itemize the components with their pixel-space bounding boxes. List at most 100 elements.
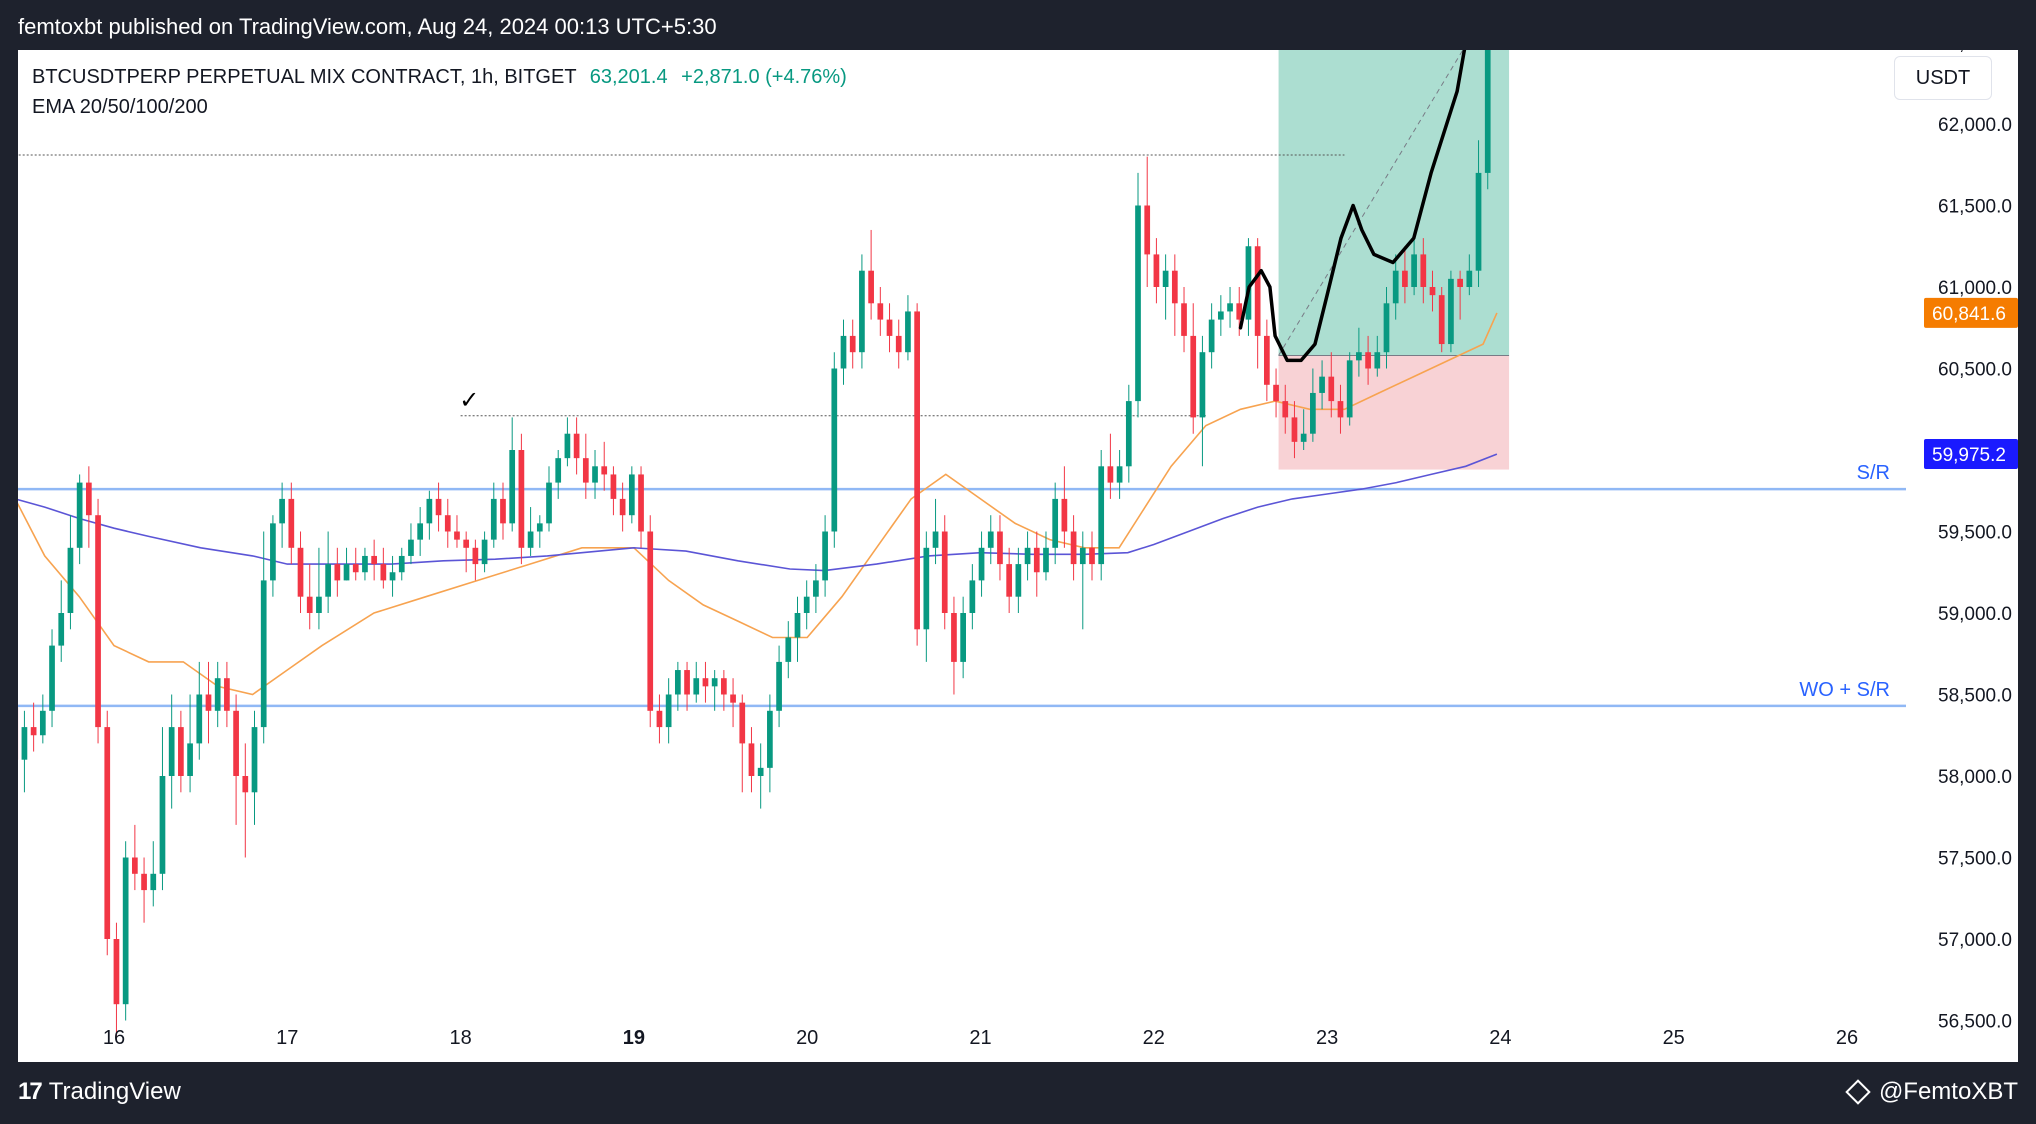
candle-body[interactable] [509,450,516,524]
candle-body[interactable] [251,727,258,793]
candle-body[interactable] [1043,547,1049,573]
candle-body[interactable] [702,678,709,687]
candle-body[interactable] [398,555,405,573]
candle-body[interactable] [1448,278,1454,345]
candle-body[interactable] [242,776,249,793]
candle-body[interactable] [1319,376,1325,393]
candle-body[interactable] [527,531,534,548]
candle-body[interactable] [1024,547,1031,565]
candle-body[interactable] [233,710,239,776]
candle-body[interactable] [1365,352,1371,369]
candle-body[interactable] [1227,303,1233,312]
candle-body[interactable] [1217,311,1224,320]
candle-body[interactable] [757,767,764,776]
candle-body[interactable] [1107,466,1114,483]
candle-body[interactable] [638,474,644,532]
candle-body[interactable] [1438,295,1445,345]
candle-body[interactable] [1236,303,1243,320]
candle-body[interactable] [831,368,838,532]
candle-body[interactable] [417,523,424,540]
candle-body[interactable] [987,531,994,548]
candle-body[interactable] [1356,352,1362,361]
candle-body[interactable] [196,694,203,744]
candle-body[interactable] [546,482,552,524]
candle-body[interactable] [178,727,184,776]
candle-body[interactable] [1429,287,1436,296]
candle-body[interactable] [914,311,920,630]
candle-body[interactable] [665,694,672,728]
candle-body[interactable] [684,670,690,695]
candle-body[interactable] [1282,401,1289,418]
candle-body[interactable] [1125,401,1132,467]
candle-body[interactable] [279,498,285,524]
candle-body[interactable] [1171,270,1178,304]
candle-body[interactable] [813,580,819,597]
candle-body[interactable] [141,873,147,891]
candle-body[interactable] [95,515,101,728]
candle-body[interactable] [951,613,957,662]
candle-body[interactable] [905,311,911,353]
candle-body[interactable] [868,270,874,304]
currency-button[interactable]: USDT [1894,56,1992,100]
candle-body[interactable] [1291,417,1298,442]
candle-body[interactable] [1245,246,1252,320]
candle-body[interactable] [1135,205,1141,402]
tradingview-logo[interactable]: 17 TradingView [18,1078,181,1106]
candle-body[interactable] [803,596,810,613]
candle-body[interactable] [49,645,55,711]
candle-body[interactable] [1254,246,1261,336]
candle-body[interactable] [859,270,865,353]
candle-body[interactable] [1328,376,1335,402]
candle-body[interactable] [518,450,525,548]
candle-body[interactable] [536,523,543,532]
price-tag[interactable] [1924,439,2018,470]
candle-body[interactable] [224,678,230,711]
candle-body[interactable] [592,466,598,483]
candle-body[interactable] [288,498,295,548]
candle-body[interactable] [785,637,792,662]
candle-body[interactable] [1181,303,1187,336]
candle-body[interactable] [1190,335,1197,418]
candle-body[interactable] [1466,270,1473,287]
candle-body[interactable] [316,596,322,613]
candle-body[interactable] [711,678,718,687]
candle-body[interactable] [67,547,74,613]
candle-body[interactable] [840,335,847,369]
candle-body[interactable] [1420,254,1427,287]
candle-body[interactable] [159,776,166,874]
candle-body[interactable] [444,515,451,532]
candle-body[interactable] [730,694,736,703]
candle-body[interactable] [380,564,387,581]
candle-body[interactable] [1346,360,1353,418]
candle-body[interactable] [1264,335,1270,385]
candle-body[interactable] [1015,564,1022,597]
candle-body[interactable] [490,498,497,540]
candle-body[interactable] [1383,303,1390,353]
candle-body[interactable] [408,539,414,556]
chart-panel[interactable]: S/R WO + S/R ✓ 56,500.0 57,000.0 57,500.0 58,0… [18,50,2018,1062]
candle-body[interactable] [270,523,276,581]
candle-body[interactable] [849,335,856,353]
price-tag[interactable] [1924,297,2018,328]
candle-body[interactable] [748,743,755,776]
candle-body[interactable] [895,335,902,353]
candle-body[interactable] [877,303,884,320]
price-chart[interactable]: S/R WO + S/R ✓ 56,500.0 57,000.0 57,500.0 58,0… [18,50,2018,1062]
candle-body[interactable] [1006,564,1013,597]
candle-body[interactable] [969,580,976,613]
candle-body[interactable] [619,498,626,516]
candle-body[interactable] [656,710,663,728]
candle-body[interactable] [21,727,28,760]
candle-body[interactable] [1310,392,1316,434]
symbol-title[interactable]: BTCUSDTPERP PERPETUAL MIX CONTRACT, 1h, … [32,66,577,88]
candle-body[interactable] [564,433,571,459]
candle-body[interactable] [555,458,562,483]
candle-body[interactable] [1089,547,1095,565]
candle-body[interactable] [932,531,939,548]
candle-body[interactable] [168,727,175,776]
candle-body[interactable] [122,857,129,1005]
candle-body[interactable] [334,564,341,581]
candle-body[interactable] [582,458,589,483]
candle-body[interactable] [306,596,313,613]
candle-body[interactable] [1116,466,1123,483]
